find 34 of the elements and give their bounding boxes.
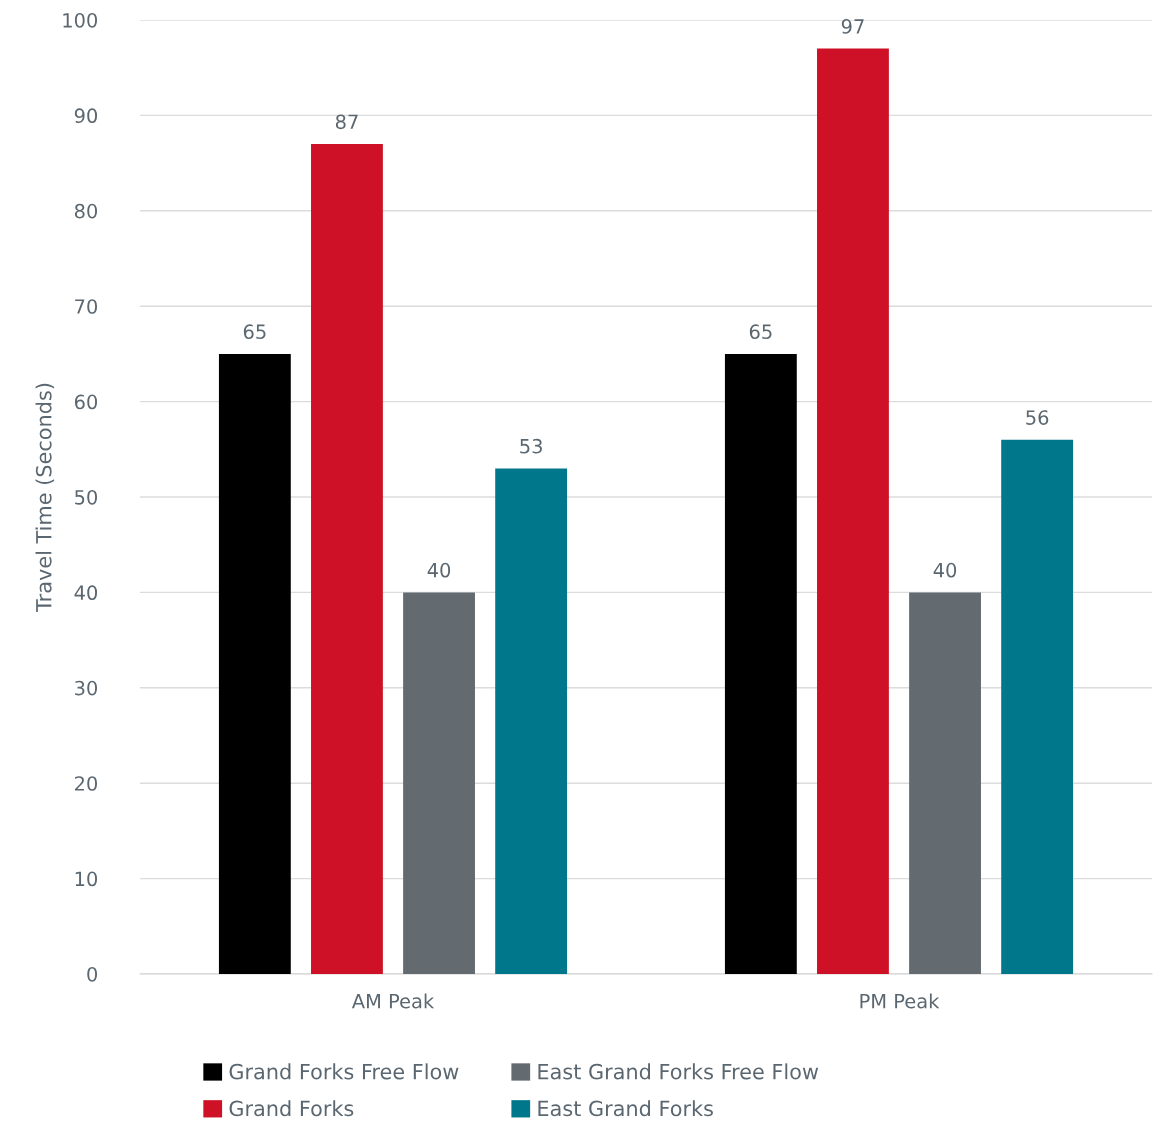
bar bbox=[1001, 439, 1074, 974]
data-label: 56 bbox=[1026, 410, 1049, 425]
data-label: 40 bbox=[933, 562, 957, 578]
y-tick-label: 50 bbox=[75, 489, 98, 505]
y-tick-label: 60 bbox=[74, 394, 98, 410]
legend-label: Grand Forks bbox=[229, 1100, 354, 1117]
data-label: 65 bbox=[243, 324, 266, 340]
data-label: 87 bbox=[335, 114, 358, 130]
bar bbox=[909, 592, 981, 974]
legend-label: East Grand Forks Free Flow bbox=[538, 1063, 819, 1080]
bar bbox=[495, 468, 568, 974]
data-label: 65 bbox=[749, 324, 772, 340]
legend-label: Grand Forks Free Flow bbox=[229, 1063, 459, 1080]
bar bbox=[817, 48, 889, 974]
y-tick-label: 0 bbox=[87, 966, 98, 982]
data-label: 53 bbox=[520, 438, 542, 454]
bar bbox=[218, 353, 291, 974]
y-tick-label: 20 bbox=[75, 776, 98, 791]
y-tick-label: 70 bbox=[75, 299, 98, 314]
bar bbox=[403, 592, 475, 974]
x-tick-label: AM Peak bbox=[351, 993, 435, 1009]
y-tick-label: 100 bbox=[63, 12, 98, 28]
bar bbox=[311, 144, 383, 974]
data-label: 97 bbox=[841, 19, 864, 34]
data-label: 40 bbox=[427, 562, 451, 578]
y-tick-label: 10 bbox=[75, 871, 98, 887]
y-tick-label: 40 bbox=[74, 585, 98, 601]
y-tick-label: 80 bbox=[74, 203, 98, 219]
x-tick-label: PM Peak bbox=[860, 993, 940, 1009]
y-tick-label: 90 bbox=[74, 108, 98, 124]
y-axis-title: Travel Time (Seconds) bbox=[35, 383, 55, 613]
y-tick-label: 30 bbox=[75, 680, 98, 696]
bar bbox=[724, 353, 797, 974]
legend-label: East Grand Forks bbox=[538, 1100, 713, 1117]
